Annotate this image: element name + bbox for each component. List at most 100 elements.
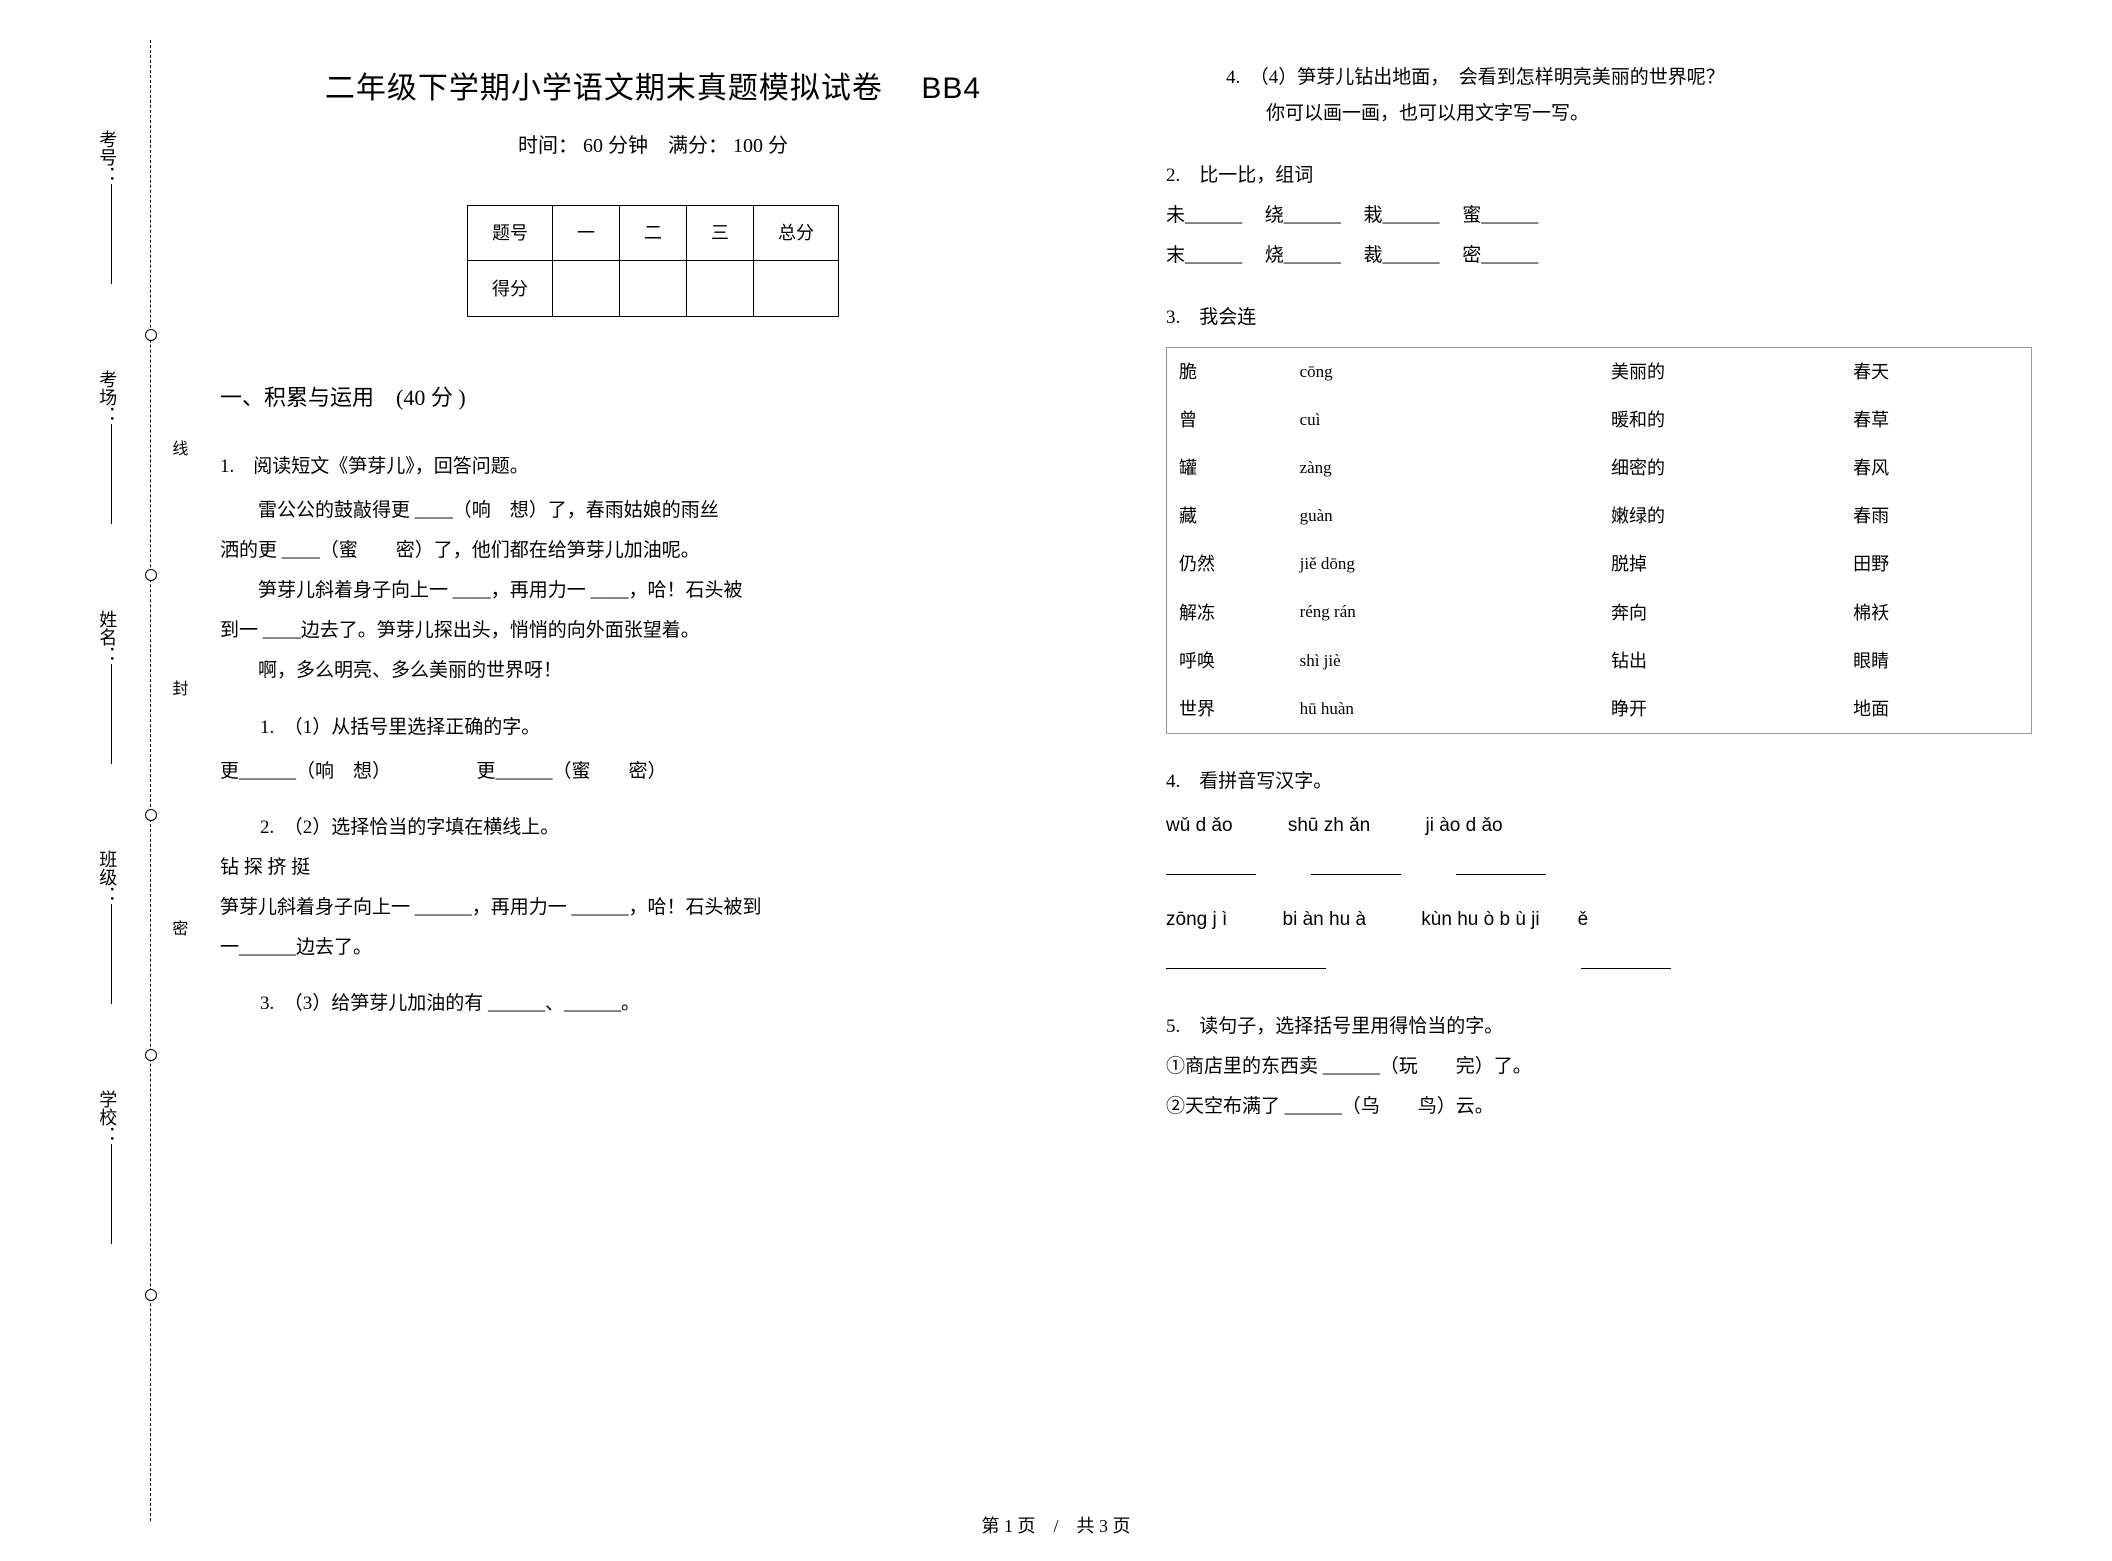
table-row: 得分 xyxy=(468,261,839,317)
match-pinyin: shì jiè xyxy=(1288,637,1599,685)
match-word: 春草 xyxy=(1841,396,2031,444)
q2-row: 末______ 烧______ 裁______ 密______ xyxy=(1166,238,2032,274)
q4-stem: 4. 看拼音写汉字。 xyxy=(1166,764,2032,800)
word-blank: 裁______ xyxy=(1364,245,1440,266)
fold-dot xyxy=(145,569,157,581)
seal-mark: 线 xyxy=(162,440,192,456)
q1-sub4a: 4. （4）笋芽儿钻出地面， 会看到怎样明亮美丽的世界呢？ xyxy=(1226,60,2032,96)
q2-row: 未______ 绕______ 栽______ 蜜______ xyxy=(1166,198,2032,234)
td: 得分 xyxy=(468,261,553,317)
binding-label: 考号： xyxy=(90,130,124,284)
th: 三 xyxy=(687,206,754,261)
fold-dot xyxy=(145,809,157,821)
match-word: 钻出 xyxy=(1599,637,1841,685)
q1-sub2: 2. （2）选择恰当的字填在横线上。 xyxy=(260,810,1086,846)
score-cell[interactable] xyxy=(754,261,839,317)
passage-line: 到一 ____边去了。笋芽儿探出头，悄悄的向外面张望着。 xyxy=(220,613,1086,649)
match-row: 脆cōng美丽的春天 xyxy=(1167,347,2032,396)
answer-blank[interactable] xyxy=(1166,950,1326,969)
q1-sub4b: 你可以画一画，也可以用文字写一写。 xyxy=(1266,96,2032,132)
q1-sub2-line: 一______边去了。 xyxy=(220,930,1086,966)
q3-stem: 3. 我会连 xyxy=(1166,300,2032,336)
th: 一 xyxy=(553,206,620,261)
label-text: 学校： xyxy=(97,1090,117,1144)
match-word: 春天 xyxy=(1841,347,2031,396)
match-hanzi: 脆 xyxy=(1167,347,1288,396)
answer-blank[interactable] xyxy=(1581,950,1671,969)
score-cell[interactable] xyxy=(553,261,620,317)
word-blank: 末______ xyxy=(1166,245,1242,266)
column-left: 二年级下学期小学语文期末真题模拟试卷 BB4 时间： 60 分钟 满分： 100… xyxy=(220,60,1086,1511)
match-pinyin: hū huàn xyxy=(1288,685,1599,734)
fold-dot xyxy=(145,1289,157,1301)
score-cell[interactable] xyxy=(687,261,754,317)
pinyin: wǔ d ǎo xyxy=(1166,808,1233,844)
answer-blank[interactable] xyxy=(1311,856,1401,875)
binding-label: 姓名： xyxy=(90,610,124,764)
match-word: 奔向 xyxy=(1599,589,1841,637)
answer-blank[interactable] xyxy=(1456,856,1546,875)
title-code: BB4 xyxy=(921,72,981,105)
exam-subtitle: 时间： 60 分钟 满分： 100 分 xyxy=(220,127,1086,165)
match-word: 睁开 xyxy=(1599,685,1841,734)
match-word: 细密的 xyxy=(1599,444,1841,492)
passage-line: 洒的更 ____（蜜 密）了，他们都在给笋芽儿加油呢。 xyxy=(220,533,1086,569)
match-pinyin: guàn xyxy=(1288,492,1599,540)
q4-answer-row xyxy=(1166,946,2032,982)
match-word: 眼睛 xyxy=(1841,637,2031,685)
binding-label: 考场： xyxy=(90,370,124,524)
q2-stem: 2. 比一比，组词 xyxy=(1166,158,2032,194)
match-hanzi: 解冻 xyxy=(1167,589,1288,637)
match-pinyin: cōng xyxy=(1288,347,1599,396)
match-word: 田野 xyxy=(1841,540,2031,588)
section-heading: 一、积累与运用 (40 分 ) xyxy=(220,377,1086,419)
page-footer: 第 1 页 / 共 3 页 xyxy=(0,1509,2112,1543)
fold-dot xyxy=(145,329,157,341)
match-pinyin: réng rán xyxy=(1288,589,1599,637)
pinyin: kùn hu ò b ù ji ě xyxy=(1421,902,1588,938)
answer-blank[interactable] xyxy=(1166,856,1256,875)
column-right: 4. （4）笋芽儿钻出地面， 会看到怎样明亮美丽的世界呢？ 你可以画一画，也可以… xyxy=(1166,60,2032,1511)
match-pinyin: zàng xyxy=(1288,444,1599,492)
binding-margin: 考号： 考场： 姓名： 班级： 学校： 线 封 密 xyxy=(0,0,200,1561)
match-row: 呼唤shì jiè钻出眼睛 xyxy=(1167,637,2032,685)
match-hanzi: 曾 xyxy=(1167,396,1288,444)
match-word: 美丽的 xyxy=(1599,347,1841,396)
q1-passage: 雷公公的鼓敲得更 ____（响 想）了，春雨姑娘的雨丝 洒的更 ____（蜜 密… xyxy=(220,493,1086,689)
match-row: 解冻réng rán奔向棉袄 xyxy=(1167,589,2032,637)
match-pinyin: cuì xyxy=(1288,396,1599,444)
match-word: 暖和的 xyxy=(1599,396,1841,444)
match-word: 地面 xyxy=(1841,685,2031,734)
label-text: 姓名： xyxy=(97,610,117,664)
q1-sub2-chars: 钻 探 挤 挺 xyxy=(220,850,1086,886)
label-text: 班级： xyxy=(97,850,117,904)
match-row: 仍然jiě dōng脱掉田野 xyxy=(1167,540,2032,588)
passage-line: 笋芽儿斜着身子向上一 ____，再用力一 ____，哈！石头被 xyxy=(220,573,1086,609)
match-word: 嫩绿的 xyxy=(1599,492,1841,540)
score-cell[interactable] xyxy=(620,261,687,317)
q1-sub1-line: 更______（响 想） 更______（蜜 密） xyxy=(220,754,1086,790)
match-hanzi: 罐 xyxy=(1167,444,1288,492)
word-blank: 未______ xyxy=(1166,205,1242,226)
exam-page: 考号： 考场： 姓名： 班级： 学校： 线 封 密 二年级下学期小学语文期末真题… xyxy=(0,0,2112,1561)
word-blank: 蜜______ xyxy=(1462,205,1538,226)
q4-answer-row xyxy=(1166,852,2032,888)
match-row: 世界hū huàn睁开地面 xyxy=(1167,685,2032,734)
score-table: 题号 一 二 三 总分 得分 xyxy=(467,205,839,317)
pinyin: zōng j ì xyxy=(1166,902,1227,938)
q1-sub3: 3. （3）给笋芽儿加油的有 ______、______。 xyxy=(260,986,1086,1022)
passage-line: 啊，多么明亮、多么美丽的世界呀！ xyxy=(220,653,1086,689)
pinyin: ji ào d ǎo xyxy=(1426,808,1503,844)
q3-match-table: 脆cōng美丽的春天曾cuì暖和的春草罐zàng细密的春风藏guàn嫩绿的春雨仍… xyxy=(1166,347,2032,735)
match-word: 春风 xyxy=(1841,444,2031,492)
table-row: 题号 一 二 三 总分 xyxy=(468,206,839,261)
word-blank: 栽______ xyxy=(1364,205,1440,226)
match-row: 藏guàn嫩绿的春雨 xyxy=(1167,492,2032,540)
binding-label: 班级： xyxy=(90,850,124,1004)
title-main: 二年级下学期小学语文期末真题模拟试卷 xyxy=(325,72,883,105)
q5-line: ②天空布满了 ______（乌 鸟）云。 xyxy=(1166,1089,2032,1125)
match-word: 春雨 xyxy=(1841,492,2031,540)
label-text: 考场： xyxy=(97,370,117,424)
label-text: 考号： xyxy=(97,130,117,184)
q1-sub2-line: 笋芽儿斜着身子向上一 ______，再用力一 ______，哈！石头被到 xyxy=(220,890,1086,926)
